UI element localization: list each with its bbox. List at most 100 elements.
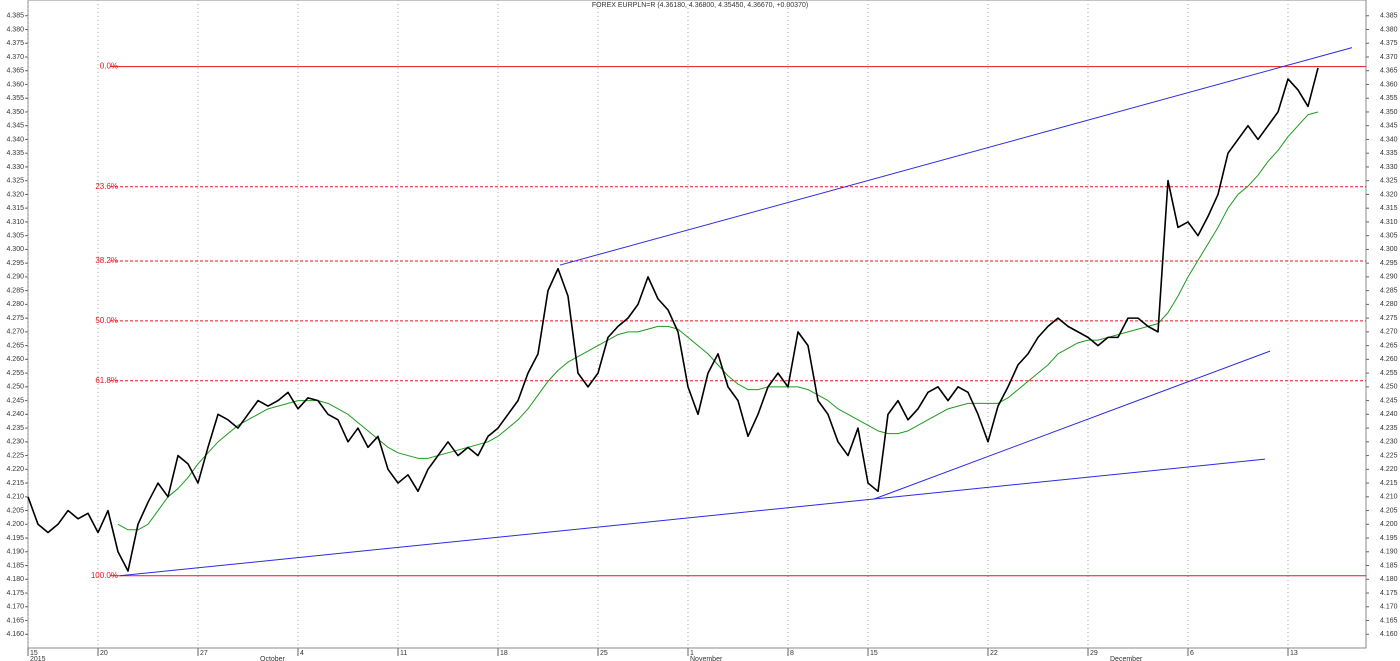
y-tick-label-right: 4.220 — [1380, 466, 1398, 473]
y-tick-label: 4.185 — [6, 562, 24, 569]
y-tick-label: 4.315 — [6, 205, 24, 212]
y-tick-label-right: 4.190 — [1380, 549, 1398, 556]
y-tick-label: 4.345 — [6, 123, 24, 130]
y-tick-label-right: 4.310 — [1380, 219, 1398, 226]
y-tick-label: 4.300 — [6, 246, 24, 253]
x-tick-label: 29 — [1090, 650, 1098, 657]
x-tick-label: 15 — [30, 650, 38, 657]
plot-frame — [27, 0, 1367, 649]
month-label: 2015 — [30, 656, 46, 661]
x-tick-label: 25 — [600, 650, 608, 657]
x-tick-label: 8 — [790, 650, 794, 657]
x-tick-label: 6 — [1190, 650, 1194, 657]
y-tick-label-right: 4.315 — [1380, 205, 1398, 212]
x-tick-label: 4 — [300, 650, 304, 657]
y-tick-label-right: 4.240 — [1380, 411, 1398, 418]
y-tick-label: 4.295 — [6, 260, 24, 267]
y-tick-label: 4.360 — [6, 81, 24, 88]
chart-title: FOREX EURPLN=R (4.36180, 4.36800, 4.3545… — [592, 2, 808, 9]
y-tick-label-right: 4.255 — [1380, 370, 1398, 377]
y-tick-label-right: 4.160 — [1380, 631, 1398, 638]
trendline — [873, 350, 1271, 500]
y-tick-label: 4.235 — [6, 425, 24, 432]
y-tick-label-right: 4.225 — [1380, 452, 1398, 459]
y-tick-label-right: 4.235 — [1380, 425, 1398, 432]
fib-label: 50.0% — [95, 316, 118, 325]
y-tick-label-right: 4.260 — [1380, 356, 1398, 363]
fib-label: 0.0% — [100, 62, 118, 71]
y-tick-label-right: 4.275 — [1380, 315, 1398, 322]
y-tick-label: 4.255 — [6, 370, 24, 377]
y-tick-label-right: 4.210 — [1380, 494, 1398, 501]
y-tick-label-right: 4.355 — [1380, 95, 1398, 102]
y-tick-label-right: 4.215 — [1380, 480, 1398, 487]
y-tick-label-right: 4.270 — [1380, 329, 1398, 336]
y-tick-label-right: 4.375 — [1380, 40, 1398, 47]
y-tick-label-right: 4.180 — [1380, 576, 1398, 583]
y-tick-label-right: 4.295 — [1380, 260, 1398, 267]
y-tick-label: 4.280 — [6, 301, 24, 308]
y-tick-label-right: 4.205 — [1380, 507, 1398, 514]
y-tick-label: 4.260 — [6, 356, 24, 363]
x-tick-label: 13 — [1290, 650, 1298, 657]
y-tick-label-right: 4.330 — [1380, 164, 1398, 171]
x-tick-label: 11 — [400, 650, 407, 657]
y-tick-label-right: 4.365 — [1380, 68, 1398, 75]
y-tick-label: 4.325 — [6, 178, 24, 185]
y-tick-label-right: 4.360 — [1380, 81, 1398, 88]
y-tick-label: 4.285 — [6, 287, 24, 294]
y-tick-label-right: 4.175 — [1380, 590, 1398, 597]
y-tick-label-right: 4.345 — [1380, 123, 1398, 130]
y-tick-label: 4.350 — [6, 109, 24, 116]
y-tick-label: 4.310 — [6, 219, 24, 226]
fib-label: 38.2% — [95, 256, 118, 265]
y-tick-label: 4.245 — [6, 397, 24, 404]
x-tick-label: 22 — [990, 650, 998, 657]
y-tick-label: 4.160 — [6, 631, 24, 638]
y-tick-label: 4.385 — [6, 13, 24, 20]
y-tick-label-right: 4.380 — [1380, 26, 1398, 33]
fib-label: 61.8% — [95, 376, 118, 385]
y-tick-label-right: 4.250 — [1380, 384, 1398, 391]
y-tick-label-right: 4.305 — [1380, 233, 1398, 240]
y-tick-label: 4.210 — [6, 494, 24, 501]
x-tick-label: 1 — [690, 650, 694, 657]
y-tick-label: 4.215 — [6, 480, 24, 487]
y-tick-label: 4.190 — [6, 549, 24, 556]
fib-label: 23.6% — [95, 182, 118, 191]
y-tick-label: 4.240 — [6, 411, 24, 418]
y-tick-label: 4.195 — [6, 535, 24, 542]
month-label: December — [1110, 656, 1143, 661]
y-tick-label: 4.180 — [6, 576, 24, 583]
y-tick-label: 4.265 — [6, 342, 24, 349]
y-tick-label: 4.290 — [6, 274, 24, 281]
y-tick-label: 4.200 — [6, 521, 24, 528]
trendline — [559, 47, 1353, 266]
x-tick-label: 20 — [100, 650, 108, 657]
y-tick-label: 4.270 — [6, 329, 24, 336]
y-tick-label-right: 4.285 — [1380, 287, 1398, 294]
y-tick-label: 4.225 — [6, 452, 24, 459]
y-tick-label-right: 4.320 — [1380, 191, 1398, 198]
trendline — [119, 498, 875, 577]
y-tick-label-right: 4.200 — [1380, 521, 1398, 528]
y-tick-label: 4.305 — [6, 233, 24, 240]
month-label: October — [260, 656, 286, 661]
x-tick-label: 27 — [200, 650, 208, 657]
y-tick-label-right: 4.230 — [1380, 439, 1398, 446]
y-tick-label: 4.205 — [6, 507, 24, 514]
y-tick-label: 4.355 — [6, 95, 24, 102]
y-tick-label: 4.230 — [6, 439, 24, 446]
y-tick-label-right: 4.350 — [1380, 109, 1398, 116]
y-tick-label: 4.220 — [6, 466, 24, 473]
y-tick-label-right: 4.185 — [1380, 562, 1398, 569]
y-tick-label: 4.365 — [6, 68, 24, 75]
y-tick-label: 4.165 — [6, 617, 24, 624]
y-tick-label-right: 4.280 — [1380, 301, 1398, 308]
x-tick-label: 15 — [870, 650, 878, 657]
y-tick-label-right: 4.325 — [1380, 178, 1398, 185]
y-tick-label: 4.375 — [6, 40, 24, 47]
y-tick-label-right: 4.245 — [1380, 397, 1398, 404]
